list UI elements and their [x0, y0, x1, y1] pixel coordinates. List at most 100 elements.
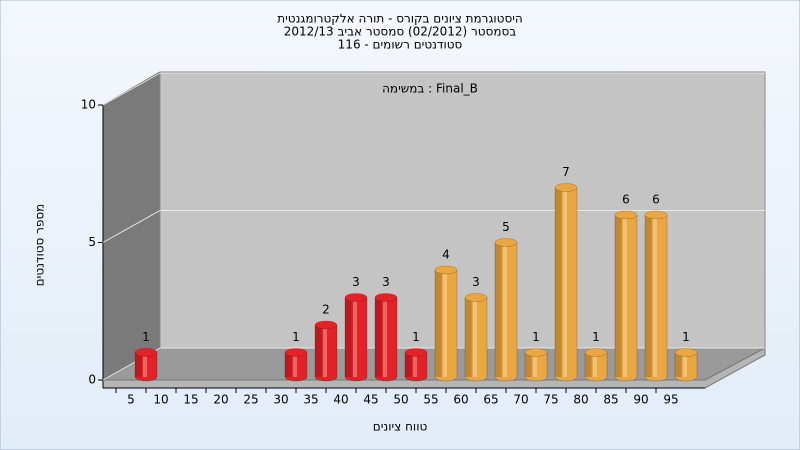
bar-shade	[525, 352, 532, 377]
data-label: 3	[472, 275, 480, 289]
chart-title: בסמסטר (02/2012) סמסטר אביב 2012/13	[284, 25, 516, 39]
bar	[134, 348, 158, 382]
x-tick-label: 25	[243, 393, 258, 407]
data-label: 1	[532, 330, 540, 344]
bar-top	[614, 210, 638, 220]
bar-top	[554, 183, 578, 192]
bar-shade	[135, 352, 142, 377]
x-tick-label: 95	[663, 393, 678, 407]
bar-shade	[375, 297, 382, 377]
bar-body	[494, 242, 518, 382]
x-tick-label: 50	[393, 393, 408, 407]
bar	[644, 210, 668, 382]
data-label: 1	[292, 330, 300, 344]
bar-highlight	[473, 297, 477, 377]
bar-highlight	[413, 352, 417, 377]
bar-top	[434, 265, 458, 275]
bar	[374, 293, 398, 382]
bar	[464, 293, 488, 382]
y-tick-label: 5	[88, 235, 96, 249]
bar	[344, 293, 368, 382]
bar-highlight	[563, 187, 567, 377]
bar-highlight	[683, 352, 687, 377]
x-tick-label: 20	[213, 393, 228, 407]
bar-top	[134, 348, 158, 357]
bar-body	[134, 352, 158, 382]
bar-top	[494, 238, 518, 247]
data-label: 1	[592, 330, 600, 344]
x-tick-label: 65	[483, 393, 498, 407]
bar-shade	[315, 325, 322, 377]
chart-title: היסטוגרמת ציונים בקורס - תורה אלקטרומגנט…	[277, 12, 523, 26]
bar-shade	[585, 352, 592, 377]
bar	[674, 348, 698, 382]
x-axis-label: טווח ציונים	[373, 420, 428, 434]
x-tick-label: 85	[603, 393, 618, 407]
bar-shade	[435, 270, 442, 377]
bar-shade	[675, 352, 682, 377]
x-tick-label: 45	[363, 393, 378, 407]
bar	[554, 183, 578, 382]
bar-highlight	[143, 352, 147, 377]
bar-body	[554, 187, 578, 382]
bar-top	[404, 348, 428, 357]
x-tick-label: 30	[273, 393, 288, 407]
bar-top	[584, 348, 608, 357]
bar	[614, 210, 638, 382]
bar	[524, 348, 548, 382]
bar-body	[524, 352, 548, 382]
bar	[494, 238, 518, 382]
bar-highlight	[653, 215, 657, 377]
y-tick-label: 10	[81, 98, 96, 112]
bar	[434, 265, 458, 382]
bar-top	[314, 320, 338, 330]
bar-highlight	[323, 325, 327, 377]
data-label: 2	[322, 303, 330, 317]
bar-shade	[345, 297, 352, 377]
x-tick-label: 90	[633, 393, 648, 407]
bar-top	[674, 348, 698, 357]
bar-shade	[645, 215, 652, 377]
bar-highlight	[533, 352, 537, 377]
bar	[404, 348, 428, 382]
bar-body	[404, 352, 428, 382]
bar	[284, 348, 308, 382]
bar-top	[374, 293, 398, 302]
bar-body	[374, 297, 398, 382]
data-label: 7	[562, 165, 570, 179]
x-tick-label: 10	[153, 393, 168, 407]
x-tick-label: 40	[333, 393, 348, 407]
x-tick-label: 70	[513, 393, 528, 407]
bar-body	[344, 297, 368, 382]
data-label: 6	[622, 193, 630, 207]
bar-top	[644, 210, 668, 220]
bar-body	[434, 269, 458, 382]
bar-body	[674, 352, 698, 382]
bar-body	[314, 324, 338, 382]
bar-highlight	[503, 242, 507, 377]
bar-shade	[615, 215, 622, 377]
grid-line	[102, 72, 765, 106]
bar-body	[644, 214, 668, 382]
x-tick-label: 80	[573, 393, 588, 407]
bar-highlight	[593, 352, 597, 377]
bar-shade	[405, 352, 412, 377]
x-tick-label: 55	[423, 393, 438, 407]
data-label: 1	[682, 330, 690, 344]
bar-shade	[495, 242, 502, 377]
bar-shade	[285, 352, 292, 377]
data-label: 5	[502, 220, 510, 234]
x-tick-label: 75	[543, 393, 558, 407]
data-label: 4	[442, 248, 450, 262]
data-label: 1	[142, 330, 150, 344]
y-tick-label: 0	[88, 373, 96, 387]
x-tick-label: 15	[183, 393, 198, 407]
bar-highlight	[623, 215, 627, 377]
bar-highlight	[383, 297, 387, 377]
bar-highlight	[353, 297, 357, 377]
data-label: 6	[652, 193, 660, 207]
bar-highlight	[443, 270, 447, 377]
data-label: 3	[352, 275, 360, 289]
data-label: 1	[412, 330, 420, 344]
x-tick-label: 5	[127, 393, 135, 407]
